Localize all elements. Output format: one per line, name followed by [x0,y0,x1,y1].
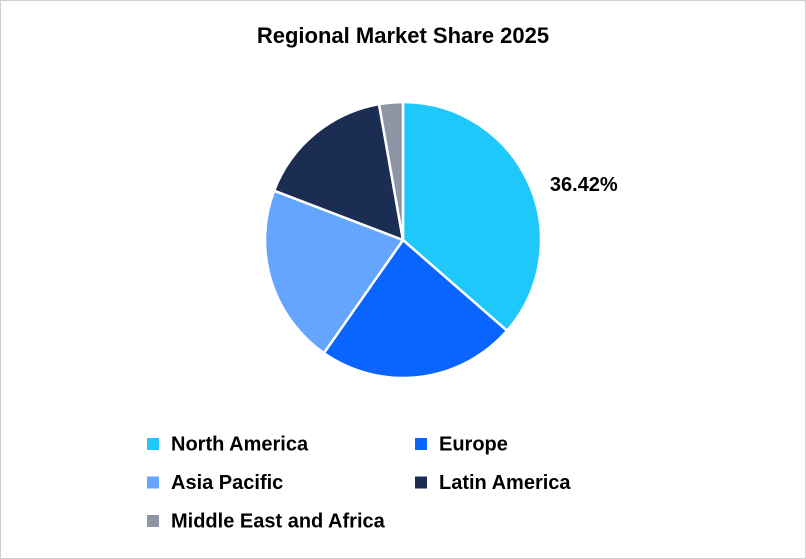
pie-slice [322,238,509,380]
pie-slice [263,189,405,355]
legend: North America Europe Asia Pacific Latin Ame… [147,433,571,532]
legend-swatch [147,515,159,527]
data-label: 36.42% [550,174,618,196]
legend-label: Asia Pacific [171,472,283,494]
legend-swatch [415,476,427,489]
legend-label: North America [171,433,309,455]
legend-label: Latin America [439,472,571,494]
legend-swatch [147,476,159,489]
legend-swatch [147,438,159,450]
legend-label: Middle East and Africa [171,510,386,532]
pie-slice [377,100,405,241]
chart-title: Regional Market Share 2025 [257,23,549,48]
pie: 36.42% [263,100,618,380]
pie-slice [401,100,543,333]
pie-slice [272,102,405,242]
legend-swatch [415,438,427,450]
legend-label: Europe [439,433,508,455]
